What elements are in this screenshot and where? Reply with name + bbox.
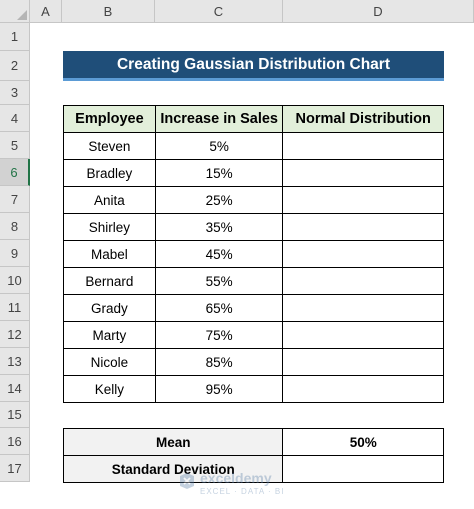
normal-distribution-cell[interactable]	[282, 294, 444, 322]
increase-cell[interactable]: 55%	[154, 267, 284, 295]
column-header-d[interactable]: D	[283, 0, 474, 23]
normal-distribution-cell[interactable]	[282, 321, 444, 349]
normal-distribution-cell[interactable]	[282, 240, 444, 268]
table-row: Marty 75%	[63, 321, 444, 349]
watermark-brand: exceldemy	[200, 470, 272, 486]
employee-cell[interactable]: Grady	[63, 294, 156, 322]
normal-distribution-cell[interactable]	[282, 159, 444, 187]
header-employee[interactable]: Employee	[63, 105, 156, 133]
stats-table: Mean 50% Standard Deviation	[62, 428, 444, 483]
row-header-6[interactable]: 6	[0, 159, 30, 186]
increase-cell[interactable]: 25%	[154, 186, 284, 214]
increase-cell[interactable]: 75%	[154, 321, 284, 349]
column-header-a[interactable]: A	[30, 0, 62, 23]
normal-distribution-cell[interactable]	[282, 348, 444, 376]
increase-cell[interactable]: 45%	[154, 240, 284, 268]
table-row: Kelly 95%	[63, 375, 444, 403]
normal-distribution-cell[interactable]	[282, 213, 444, 241]
exceldemy-logo-icon	[180, 473, 194, 489]
increase-cell[interactable]: 95%	[154, 375, 284, 403]
employee-cell[interactable]: Steven	[63, 132, 156, 160]
standard-deviation-value[interactable]	[282, 455, 444, 483]
row-header-17[interactable]: 17	[0, 455, 30, 482]
employee-cell[interactable]: Shirley	[63, 213, 156, 241]
mean-value[interactable]: 50%	[282, 428, 444, 456]
standard-deviation-label[interactable]: Standard Deviation	[62, 455, 284, 483]
table-row: Steven 5%	[63, 132, 444, 160]
employee-cell[interactable]: Kelly	[63, 375, 156, 403]
table-row: Anita 25%	[63, 186, 444, 214]
row-header-2[interactable]: 2	[0, 51, 30, 81]
mean-row: Mean 50%	[62, 428, 444, 456]
table-row: Bernard 55%	[63, 267, 444, 295]
exceldemy-watermark: exceldemy EXCEL · DATA · BI	[178, 468, 298, 502]
normal-distribution-cell[interactable]	[282, 186, 444, 214]
column-header-c[interactable]: C	[155, 0, 283, 23]
sheet-title: Creating Gaussian Distribution Chart	[63, 51, 444, 81]
row-header-5[interactable]: 5	[0, 132, 30, 159]
employee-cell[interactable]: Bradley	[63, 159, 156, 187]
row-header-15[interactable]: 15	[0, 402, 30, 428]
row-header-14[interactable]: 14	[0, 375, 30, 402]
increase-cell[interactable]: 85%	[154, 348, 284, 376]
row-header-10[interactable]: 10	[0, 267, 30, 294]
row-header-1[interactable]: 1	[0, 23, 30, 51]
increase-cell[interactable]: 15%	[154, 159, 284, 187]
table-row: Shirley 35%	[63, 213, 444, 241]
table-row: Grady 65%	[63, 294, 444, 322]
mean-label[interactable]: Mean	[62, 428, 284, 456]
row-header-11[interactable]: 11	[0, 294, 30, 321]
normal-distribution-cell[interactable]	[282, 375, 444, 403]
row-header-9[interactable]: 9	[0, 240, 30, 267]
row-header-4[interactable]: 4	[0, 105, 30, 132]
employee-cell[interactable]: Marty	[63, 321, 156, 349]
employee-cell[interactable]: Nicole	[63, 348, 156, 376]
row-header-16[interactable]: 16	[0, 428, 30, 455]
row-header-13[interactable]: 13	[0, 348, 30, 375]
increase-cell[interactable]: 65%	[154, 294, 284, 322]
normal-distribution-cell[interactable]	[282, 267, 444, 295]
normal-distribution-cell[interactable]	[282, 132, 444, 160]
row-header-12[interactable]: 12	[0, 321, 30, 348]
employee-cell[interactable]: Bernard	[63, 267, 156, 295]
watermark-tagline: EXCEL · DATA · BI	[200, 487, 285, 496]
increase-cell[interactable]: 5%	[154, 132, 284, 160]
employee-cell[interactable]: Anita	[63, 186, 156, 214]
select-all-corner[interactable]	[0, 0, 30, 23]
row-header-7[interactable]: 7	[0, 186, 30, 213]
standard-deviation-row: Standard Deviation	[62, 455, 444, 483]
employee-table: Employee Increase in Sales Normal Distri…	[63, 105, 444, 403]
increase-cell[interactable]: 35%	[154, 213, 284, 241]
header-normal-distribution[interactable]: Normal Distribution	[282, 105, 444, 133]
table-row: Nicole 85%	[63, 348, 444, 376]
table-row: Bradley 15%	[63, 159, 444, 187]
header-increase-in-sales[interactable]: Increase in Sales	[154, 105, 284, 133]
row-header-8[interactable]: 8	[0, 213, 30, 240]
table-row: Mabel 45%	[63, 240, 444, 268]
employee-cell[interactable]: Mabel	[63, 240, 156, 268]
column-header-b[interactable]: B	[62, 0, 155, 23]
row-header-3[interactable]: 3	[0, 81, 30, 105]
